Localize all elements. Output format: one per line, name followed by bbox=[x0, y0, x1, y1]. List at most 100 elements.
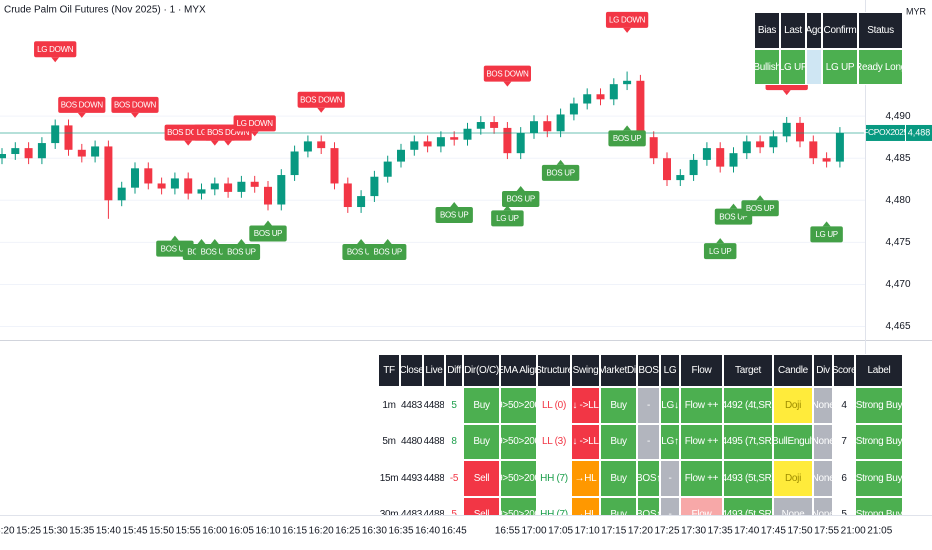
candle-body bbox=[516, 132, 525, 154]
candle-body bbox=[463, 128, 472, 140]
candle-body bbox=[556, 114, 565, 132]
signal-label: LG UP bbox=[496, 214, 519, 223]
x-tick-label: 17:45 bbox=[761, 526, 786, 537]
candle-body bbox=[636, 80, 645, 138]
candle-body bbox=[210, 183, 219, 190]
header-cell: Live bbox=[423, 354, 445, 387]
table-cell: Strong Buy bbox=[855, 387, 903, 424]
candle-body bbox=[24, 148, 33, 159]
signal-label: LG DOWN bbox=[37, 45, 74, 54]
signal-pointer bbox=[210, 140, 219, 146]
signal-pointer bbox=[317, 107, 326, 113]
table-cell: 5 bbox=[833, 496, 855, 515]
signal-pointer bbox=[77, 112, 86, 118]
candle-body bbox=[436, 137, 445, 147]
table-cell: LL (0) bbox=[537, 387, 571, 424]
candle-body bbox=[583, 94, 592, 104]
signal-pointer bbox=[197, 239, 206, 245]
table-cell: 9>50>200 bbox=[500, 387, 537, 424]
table-cell bbox=[806, 49, 822, 85]
table-cell: None bbox=[813, 496, 833, 515]
header-cell: Confirm bbox=[822, 12, 858, 49]
header-cell: Close bbox=[400, 354, 423, 387]
candle-body bbox=[264, 186, 272, 205]
x-tick-label: 16:00 bbox=[202, 526, 227, 537]
signal-label-box bbox=[502, 190, 540, 207]
signal-label: LG DOWN bbox=[609, 15, 646, 24]
signal-label: BOS UP bbox=[227, 248, 255, 257]
candle-body bbox=[383, 161, 392, 177]
signal-pointer bbox=[556, 159, 565, 165]
signal-label-box bbox=[810, 226, 843, 243]
candle-body bbox=[782, 122, 791, 137]
signal-label-box bbox=[605, 11, 649, 28]
signal-label: BOS UP bbox=[613, 134, 641, 143]
candle-body bbox=[0, 154, 6, 159]
candle-body bbox=[729, 153, 738, 167]
candle-body bbox=[476, 122, 485, 129]
header-cell: Candle bbox=[773, 354, 813, 387]
x-tick-label: 16:10 bbox=[255, 526, 280, 537]
table-cell: Buy bbox=[600, 496, 637, 515]
candle-body bbox=[91, 146, 100, 157]
price-label: 4,488 bbox=[908, 127, 931, 137]
signal-label: BOS UP bbox=[201, 248, 229, 257]
candle-body bbox=[689, 159, 698, 176]
table-cell: LG↑ bbox=[660, 423, 680, 460]
x-tick-label: 15:20 bbox=[0, 526, 15, 537]
header-cell: Bias bbox=[754, 12, 780, 49]
table-cell: Flow bbox=[680, 496, 723, 515]
candle-body bbox=[117, 187, 126, 201]
candle-body bbox=[224, 183, 233, 192]
candle-body bbox=[144, 168, 153, 184]
x-tick-label: 15:40 bbox=[96, 526, 121, 537]
table-cell: LL (3) bbox=[537, 423, 571, 460]
header-cell: Target bbox=[723, 354, 773, 387]
signal-label: BOS UP bbox=[440, 211, 468, 220]
table-cell: Flow ++ bbox=[680, 387, 723, 424]
candle-body bbox=[197, 189, 206, 194]
table-cell: 1m bbox=[378, 387, 400, 424]
x-tick-label: 17:20 bbox=[628, 526, 653, 537]
signal-label: BOS DOWN bbox=[207, 128, 250, 137]
table-cell: 8 bbox=[445, 423, 463, 460]
table-cell: ↓ ->LL bbox=[571, 423, 600, 460]
x-tick-label: 16:40 bbox=[415, 526, 440, 537]
x-tick-label: 17:05 bbox=[548, 526, 573, 537]
candle-body bbox=[330, 148, 339, 184]
table-cell: Buy bbox=[600, 387, 637, 424]
table-cell: ↓ ->LL bbox=[571, 387, 600, 424]
x-tick-label: 15:30 bbox=[43, 526, 68, 537]
table-cell: BullEngulf bbox=[773, 423, 813, 460]
table-cell: Buy bbox=[463, 423, 500, 460]
header-cell: Structure bbox=[537, 354, 571, 387]
x-tick-label: 15:55 bbox=[176, 526, 201, 537]
table-cell: 6 bbox=[833, 460, 855, 497]
table-cell: Flow ++ bbox=[680, 423, 723, 460]
table-cell: - bbox=[660, 460, 680, 497]
signal-label-box bbox=[34, 41, 77, 58]
candle-body bbox=[290, 151, 299, 176]
candle-body bbox=[131, 168, 139, 188]
x-tick-label: 17:30 bbox=[681, 526, 706, 537]
x-tick-label: 16:55 bbox=[495, 526, 520, 537]
candle-body bbox=[822, 158, 831, 162]
table-cell: →HL bbox=[571, 496, 600, 515]
x-tick-label: 17:10 bbox=[575, 526, 600, 537]
signal-label-box bbox=[608, 130, 646, 147]
header-cell: Div bbox=[813, 354, 833, 387]
x-tick-label: 15:50 bbox=[149, 526, 174, 537]
signal-pointer bbox=[716, 238, 725, 244]
table-cell: HH (7) bbox=[537, 460, 571, 497]
table-cell: - bbox=[637, 387, 660, 424]
signal-label-box bbox=[703, 243, 737, 260]
candle-body bbox=[357, 196, 366, 208]
x-tick-label: 17:35 bbox=[708, 526, 733, 537]
candle-body bbox=[609, 84, 618, 100]
symbol-badge bbox=[866, 124, 905, 141]
x-tick-label: 15:25 bbox=[16, 526, 41, 537]
chart-title: Crude Palm Oil Futures (Nov 2025) · 1 · … bbox=[4, 5, 206, 16]
signal-label-box bbox=[435, 206, 473, 223]
